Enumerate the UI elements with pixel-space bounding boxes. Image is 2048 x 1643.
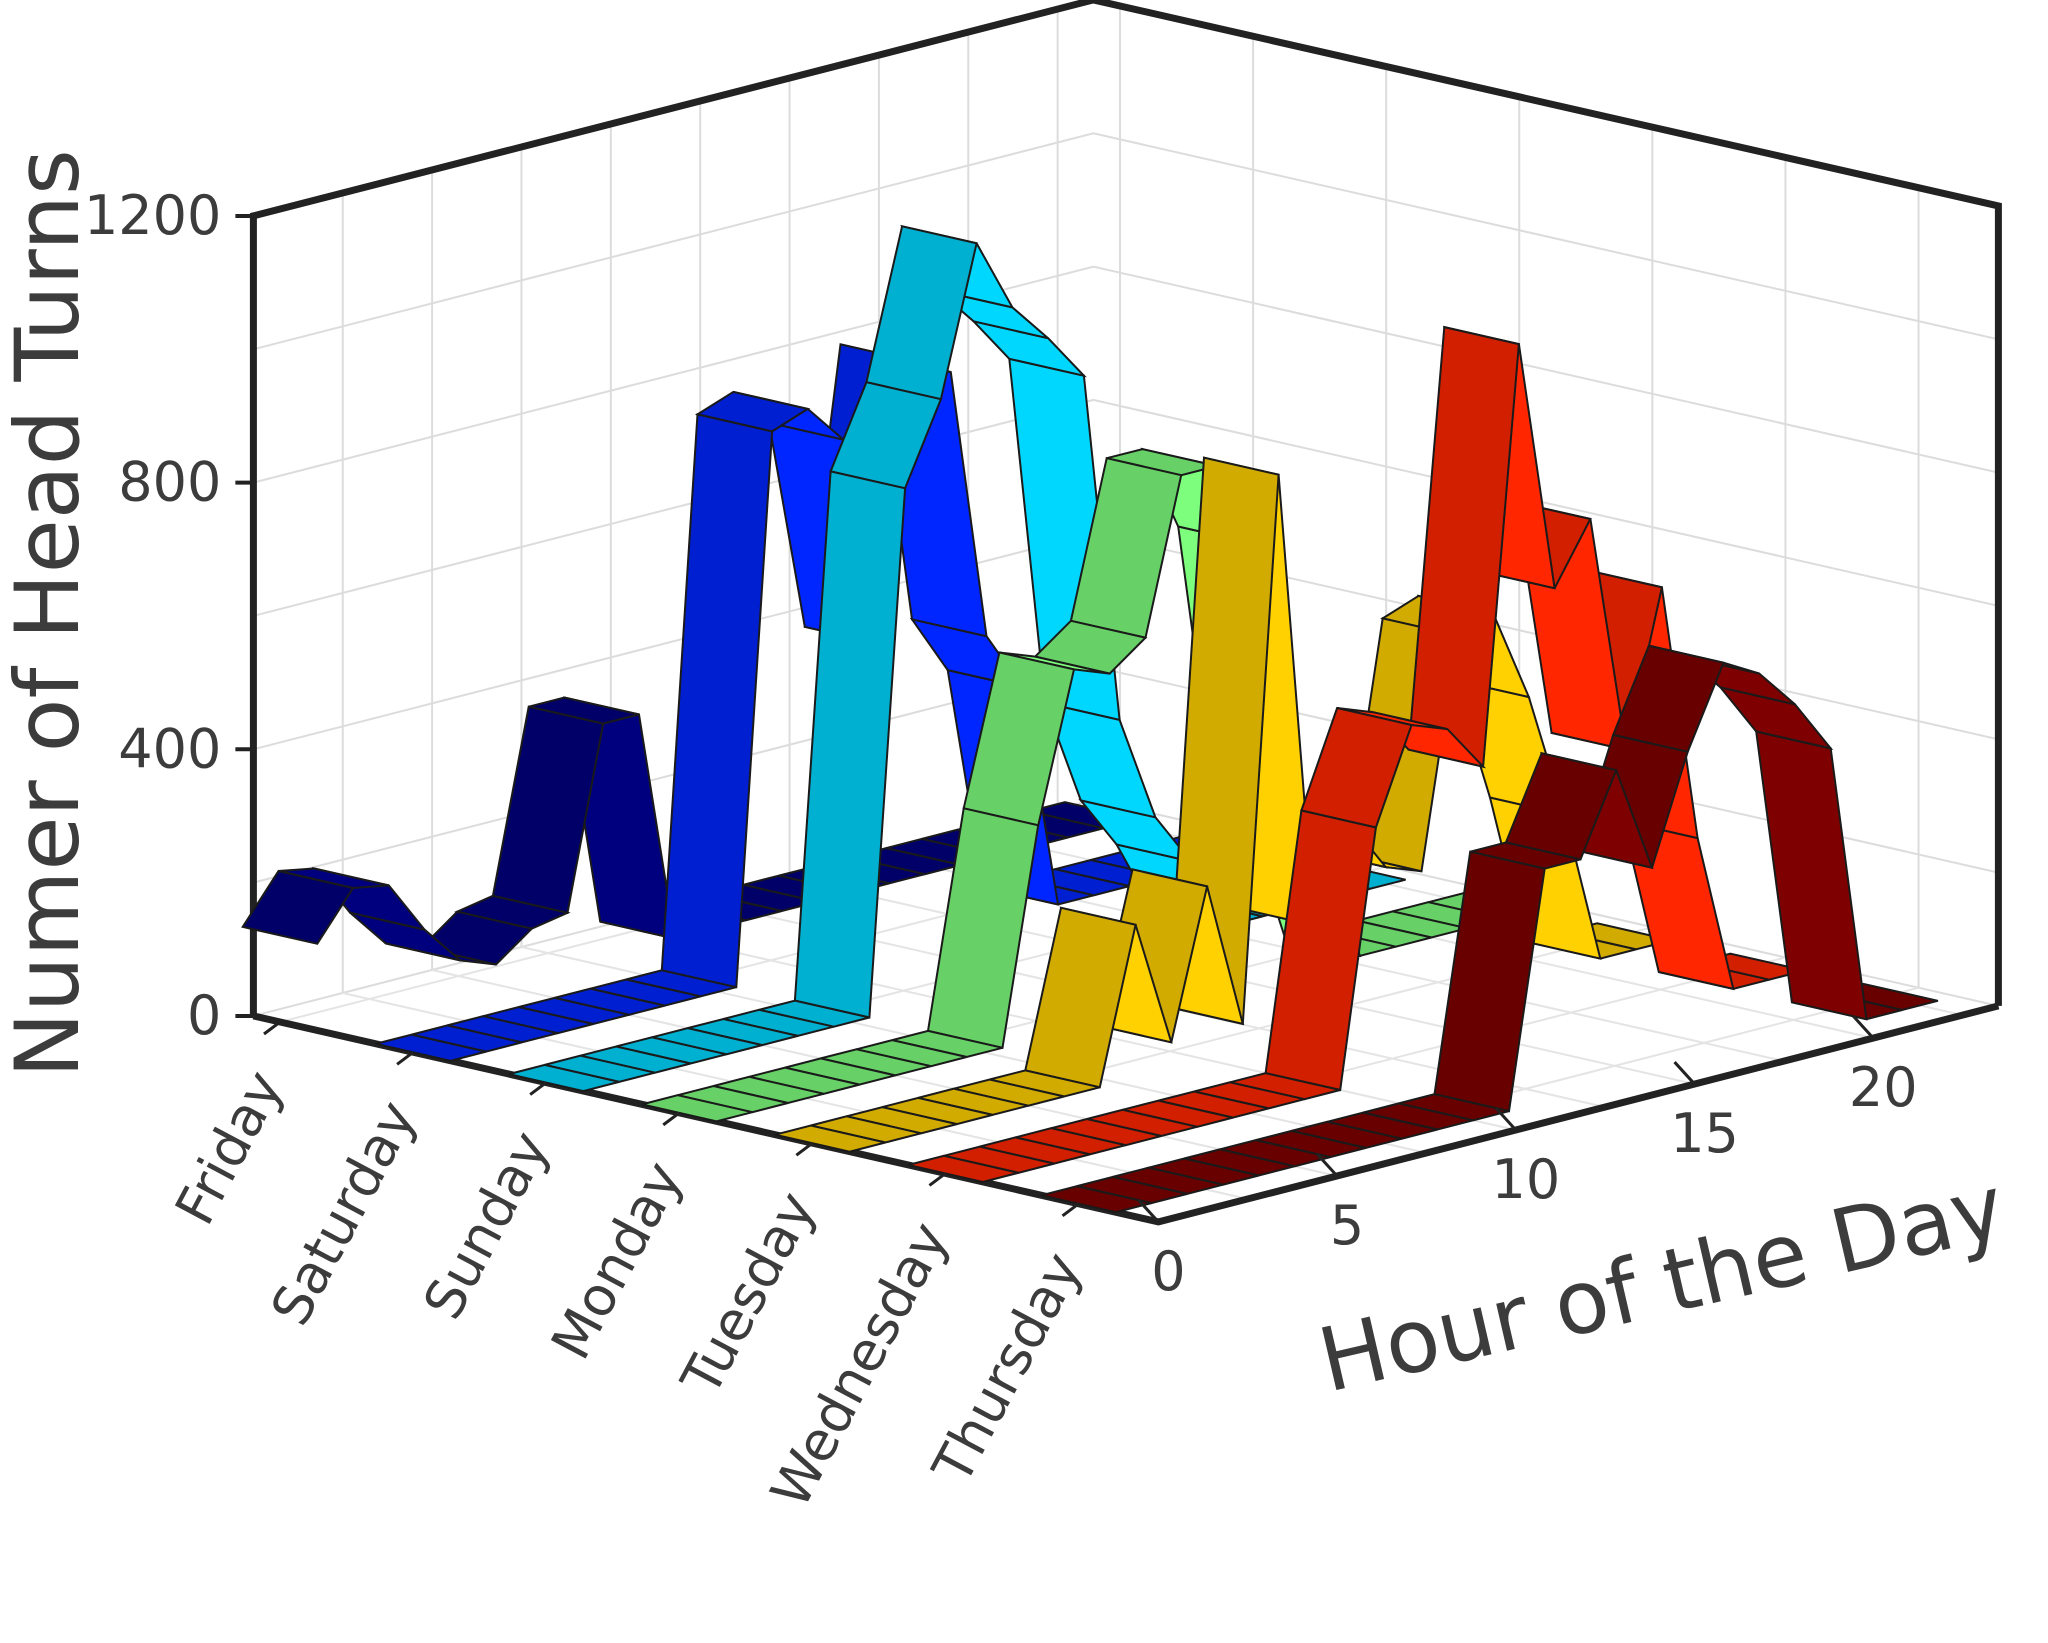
ribbon-segment [865,225,978,401]
z-tick-label: 1200 [84,184,221,247]
day-tick-label: Sunday [411,1121,561,1329]
day-tick-mark [1061,1202,1080,1217]
gridline [253,132,1999,351]
ribbon-thursday [1041,644,1939,1214]
gridline [253,398,1999,617]
x-tick-label: 10 [1491,1148,1560,1211]
day-tick-mark [396,1051,414,1066]
day-tick-mark [795,1141,814,1157]
day-tick-label: Thursday [920,1242,1094,1494]
day-tick-mark [529,1081,548,1096]
ribbon-segment [641,1094,753,1123]
x-tick-label: 15 [1670,1102,1739,1165]
day-tick-label: Saturday [259,1091,429,1335]
z-tick-label: 0 [187,984,221,1047]
x-tick-mark [1137,1198,1160,1223]
day-tick-label: Tuesday [669,1182,828,1406]
z-tick-label: 800 [118,451,221,514]
x-tick-label: 5 [1330,1194,1364,1257]
ribbon-segment [491,705,605,915]
x-tick-mark [1494,1107,1517,1132]
gridline [253,265,1999,484]
ribbons-layer [241,224,1939,1214]
ribbon-segment [375,1033,487,1062]
x-tick-label: 20 [1849,1056,1918,1119]
day-tick-label: Friday [163,1061,295,1235]
back-frame-edges [249,0,2002,1016]
x-tick-label: 0 [1151,1240,1185,1303]
day-tick-mark [662,1111,681,1127]
z-tick-label: 400 [118,717,221,780]
day-tick-mark [928,1172,947,1187]
z-axis-title: Numer of Head Turns [0,149,99,1078]
ribbon-segment [907,1154,1019,1184]
ribbon-segment [241,869,355,945]
ribbon-segment [774,1124,886,1153]
ribbon-segment [1433,850,1546,1113]
gridline [253,0,1999,217]
day-tick-label: Monday [539,1151,695,1369]
x-tick-mark [1315,1152,1339,1177]
ribbon-segment [1041,1185,1152,1214]
day-tick-mark [263,1020,281,1036]
x-tick-mark [1852,1015,1875,1040]
x-tick-mark [1673,1061,1696,1086]
ribbon-segment [508,1063,620,1093]
x-axis-title: Hour of the Day [1310,1155,2014,1413]
